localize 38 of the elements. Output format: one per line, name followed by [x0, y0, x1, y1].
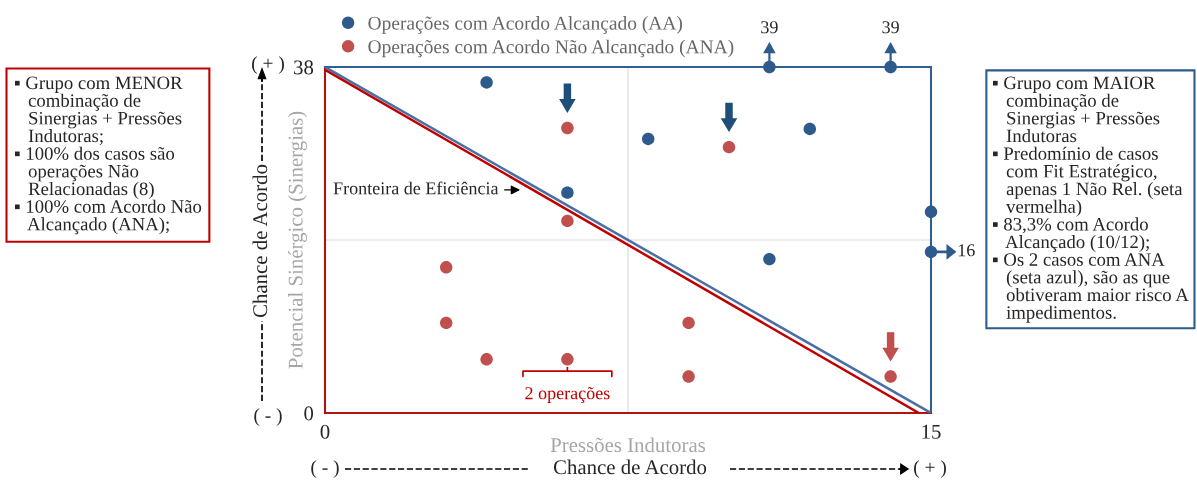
- annotation: 16: [958, 244, 975, 257]
- text: ▪ Grupo com MAIOR combinação de Sinergias + Pressões Indutoras ▪ Predomínio de casos com Fit Estratégico, apenas 1 Não Rel. (seta vermelha) ▪ 83,3% com Acordo Alcançado (10/12); ▪ Os 2 casos com ANA (seta azul), são as que obtiveram maior risco A impedimentos.: [993, 76, 1189, 323]
- annotation: 39: [761, 21, 778, 34]
- point: [682, 316, 695, 330]
- point: [682, 370, 695, 383]
- legend-label: Operações com Acordo Alcançado (AA): [368, 16, 683, 34]
- point: [561, 186, 574, 199]
- y-axis-title: Potencial Sinérgico (Sinergias): [287, 111, 307, 369]
- point: [439, 261, 453, 274]
- point: [480, 353, 493, 366]
- point: [439, 316, 453, 330]
- x-tick-label: 15: [922, 424, 941, 439]
- point: [924, 205, 938, 218]
- point: [480, 76, 493, 89]
- annotation: 2 operações: [525, 386, 610, 403]
- text: ( - ): [254, 408, 282, 426]
- point: [803, 122, 817, 136]
- point: [884, 370, 897, 383]
- text: Chance de Acordo: [553, 459, 707, 475]
- annotation: 39: [882, 21, 899, 34]
- annotation: Fronteira de Eficiência: [333, 181, 499, 195]
- point: [722, 140, 736, 154]
- x-axis-title: Pressões Indutoras: [550, 437, 706, 453]
- text: Chance de Acordo: [252, 164, 268, 318]
- point: [561, 214, 574, 228]
- legend-label: Operações com Acordo Não Alcançado (ANA): [368, 39, 734, 58]
- text: ( + ): [252, 56, 284, 74]
- y-tick-label: 38: [294, 60, 314, 75]
- point: [924, 245, 938, 259]
- point: [641, 132, 655, 146]
- point: [763, 252, 776, 266]
- point: [561, 121, 574, 135]
- point: [763, 60, 776, 74]
- point: [884, 60, 897, 74]
- point: [561, 353, 574, 366]
- text: ▪ Grupo com MENOR combinação de Sinergias + Pressões Indutoras; ▪ 100% dos casos são operações Não Relacionadas (8) ▪ 100% com Acordo Não Alcançado (ANA);: [15, 76, 202, 235]
- text: ( - ): [311, 460, 339, 478]
- text: ( + ): [914, 460, 946, 478]
